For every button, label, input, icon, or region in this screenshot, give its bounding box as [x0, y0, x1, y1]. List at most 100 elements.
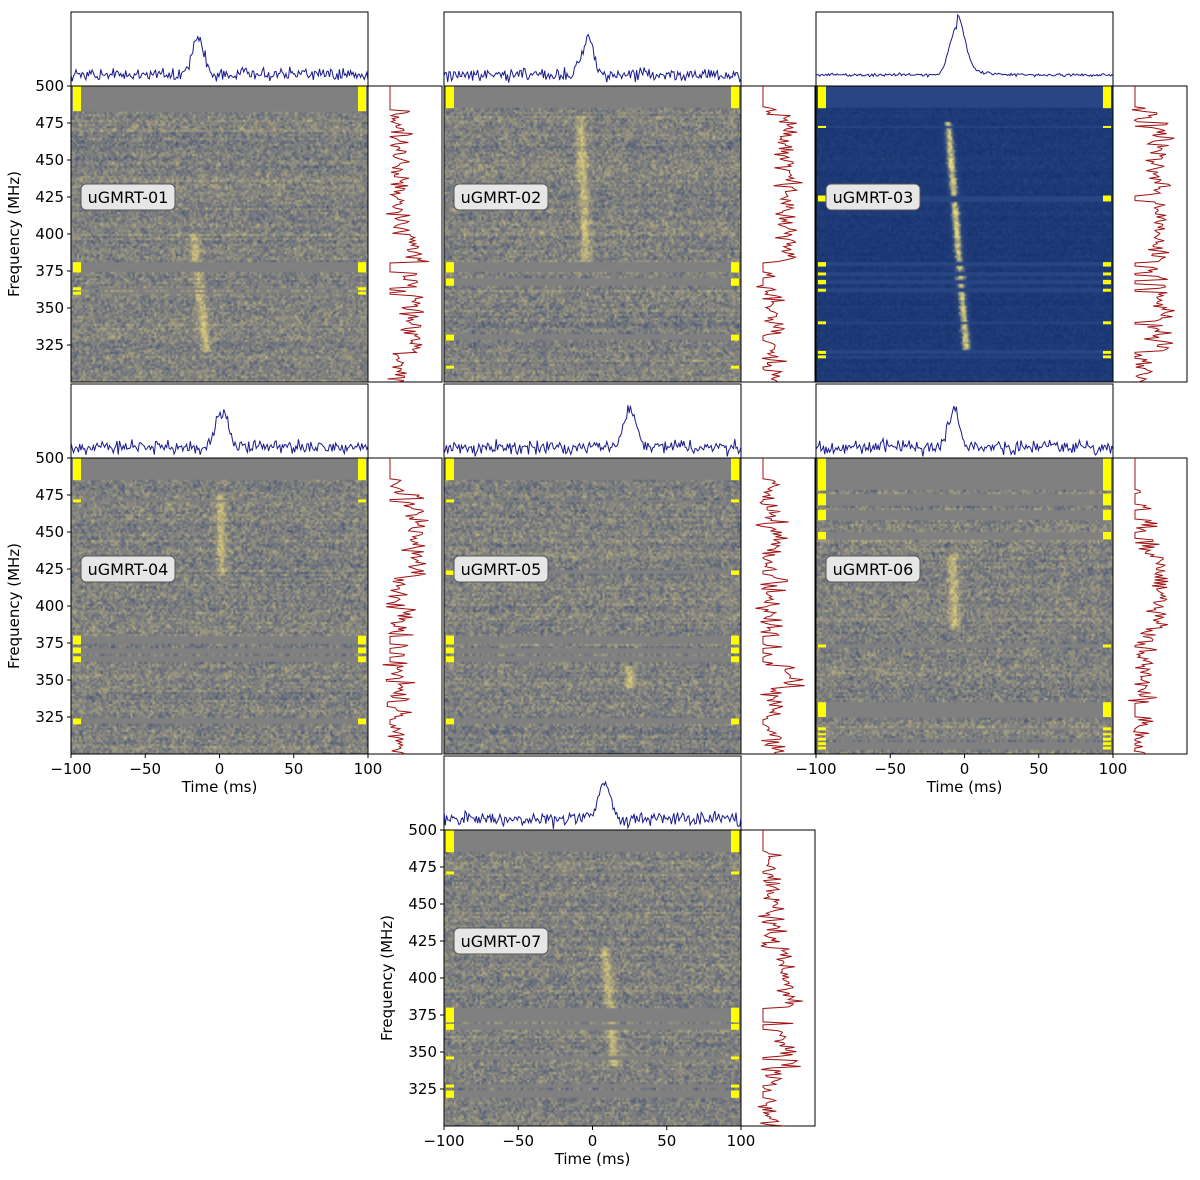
- mask-marker-left: [446, 635, 454, 645]
- mask-marker-right: [1103, 321, 1111, 325]
- mask-marker-left: [73, 291, 81, 295]
- y-tick-label: 500: [35, 77, 64, 95]
- x-axis-label: Time (ms): [181, 778, 258, 796]
- mask-marker-right: [731, 334, 739, 341]
- burst-label-text: uGMRT-06: [833, 560, 914, 579]
- mask-marker-right: [731, 635, 739, 645]
- x-tick-label: −50: [874, 760, 906, 778]
- mask-marker-right: [1103, 288, 1111, 292]
- mask-marker-left: [73, 647, 81, 654]
- mask-marker-right: [1103, 493, 1111, 506]
- mask-marker-right: [1103, 733, 1111, 736]
- x-axis-label: Time (ms): [554, 1150, 631, 1168]
- mask-marker-left: [818, 733, 826, 736]
- y-tick-label: 400: [35, 597, 64, 615]
- y-tick-label: 325: [408, 1080, 437, 1098]
- profile-frame: [443, 11, 742, 87]
- frequency-spectrum-line: [386, 86, 429, 383]
- mask-marker-left: [446, 278, 454, 286]
- burst-label-uGMRT-07: uGMRT-07: [453, 927, 549, 955]
- mask-marker-right: [1103, 279, 1111, 285]
- dynamic-spectrum-uGMRT-05: [444, 458, 741, 754]
- mask-marker-left: [818, 702, 826, 717]
- mask-marker-left: [73, 458, 81, 481]
- mask-marker-left: [446, 1090, 454, 1098]
- spectrum-frame: [740, 829, 816, 1127]
- x-tick-label: 100: [1099, 760, 1128, 778]
- mask-marker-left: [818, 86, 826, 109]
- mask-marker-left: [446, 647, 454, 654]
- frequency-spectrum-line: [382, 458, 429, 755]
- burst-label-uGMRT-06: uGMRT-06: [825, 555, 921, 583]
- panel-uGMRT-03: uGMRT-03: [815, 11, 1188, 383]
- burst-label-text: uGMRT-02: [461, 188, 542, 207]
- time-profile-line: [443, 405, 742, 457]
- mask-marker-left: [818, 493, 826, 506]
- y-axis-label: Frequency (MHz): [5, 543, 23, 669]
- mask-marker-left: [818, 279, 826, 285]
- mask-marker-left: [446, 570, 454, 575]
- time-profile-line: [70, 35, 369, 82]
- mask-marker-left: [446, 871, 454, 875]
- time-profile-line: [815, 405, 1114, 457]
- mask-marker-left: [446, 458, 454, 481]
- mask-marker-right: [731, 278, 739, 286]
- mask-marker-left: [446, 262, 454, 273]
- mask-marker-right: [1103, 458, 1111, 491]
- mask-marker-left: [818, 644, 826, 648]
- y-tick-label: 400: [35, 225, 64, 243]
- dynamic-spectrum-uGMRT-01: [71, 86, 368, 382]
- panel-uGMRT-04: uGMRT-04500475450425400375350325Frequenc…: [5, 383, 443, 796]
- y-tick-label: 425: [408, 932, 437, 950]
- mask-marker-right: [1103, 355, 1111, 359]
- mask-marker-left: [73, 86, 81, 112]
- mask-marker-left: [446, 830, 454, 853]
- mask-marker-left: [446, 718, 454, 725]
- mask-marker-right: [731, 647, 739, 654]
- dynamic-spectrum-uGMRT-03: [816, 86, 1113, 382]
- mask-marker-right: [358, 291, 366, 295]
- burst-label-box: [453, 555, 549, 583]
- dynamic-spectrum-uGMRT-06: [816, 458, 1113, 754]
- mask-marker-right: [731, 718, 739, 725]
- frequency-spectrum-line: [1131, 86, 1175, 383]
- mask-marker-right: [731, 499, 739, 503]
- mask-marker-left: [73, 718, 81, 725]
- mask-marker-right: [731, 365, 739, 369]
- y-tick-label: 325: [35, 336, 64, 354]
- x-tick-label: 100: [727, 1132, 756, 1150]
- mask-marker-right: [358, 499, 366, 503]
- x-tick-label: 50: [657, 1132, 676, 1150]
- x-tick-label: −50: [502, 1132, 534, 1150]
- mask-marker-right: [358, 86, 366, 112]
- mask-marker-right: [731, 458, 739, 481]
- mask-marker-left: [818, 262, 826, 267]
- y-tick-label: 350: [35, 671, 64, 689]
- panel-uGMRT-07: uGMRT-07500475450425400375350325Frequenc…: [378, 755, 816, 1168]
- mask-marker-left: [446, 334, 454, 341]
- mask-marker-left: [818, 288, 826, 292]
- mask-marker-left: [818, 746, 826, 750]
- spectrum-frame: [367, 457, 443, 755]
- x-tick-label: −100: [795, 760, 836, 778]
- y-tick-label: 325: [35, 708, 64, 726]
- y-tick-label: 350: [35, 299, 64, 317]
- burst-label-text: uGMRT-01: [88, 188, 169, 207]
- y-tick-label: 450: [35, 151, 64, 169]
- mask-marker-right: [1103, 262, 1111, 267]
- burst-label-text: uGMRT-04: [88, 560, 169, 579]
- mask-marker-left: [818, 195, 826, 202]
- y-tick-label: 425: [35, 560, 64, 578]
- x-axis-label: Time (ms): [926, 778, 1003, 796]
- mask-marker-right: [358, 287, 366, 291]
- mask-marker-right: [731, 262, 739, 273]
- y-axis-label: Frequency (MHz): [5, 171, 23, 297]
- burst-label-uGMRT-01: uGMRT-01: [80, 183, 176, 211]
- mask-marker-left: [446, 365, 454, 369]
- mask-marker-right: [1103, 509, 1111, 521]
- y-tick-label: 375: [408, 1006, 437, 1024]
- mask-marker-left: [446, 656, 454, 663]
- profile-frame: [443, 383, 742, 459]
- mask-marker-left: [446, 1084, 454, 1088]
- x-tick-label: 50: [1029, 760, 1048, 778]
